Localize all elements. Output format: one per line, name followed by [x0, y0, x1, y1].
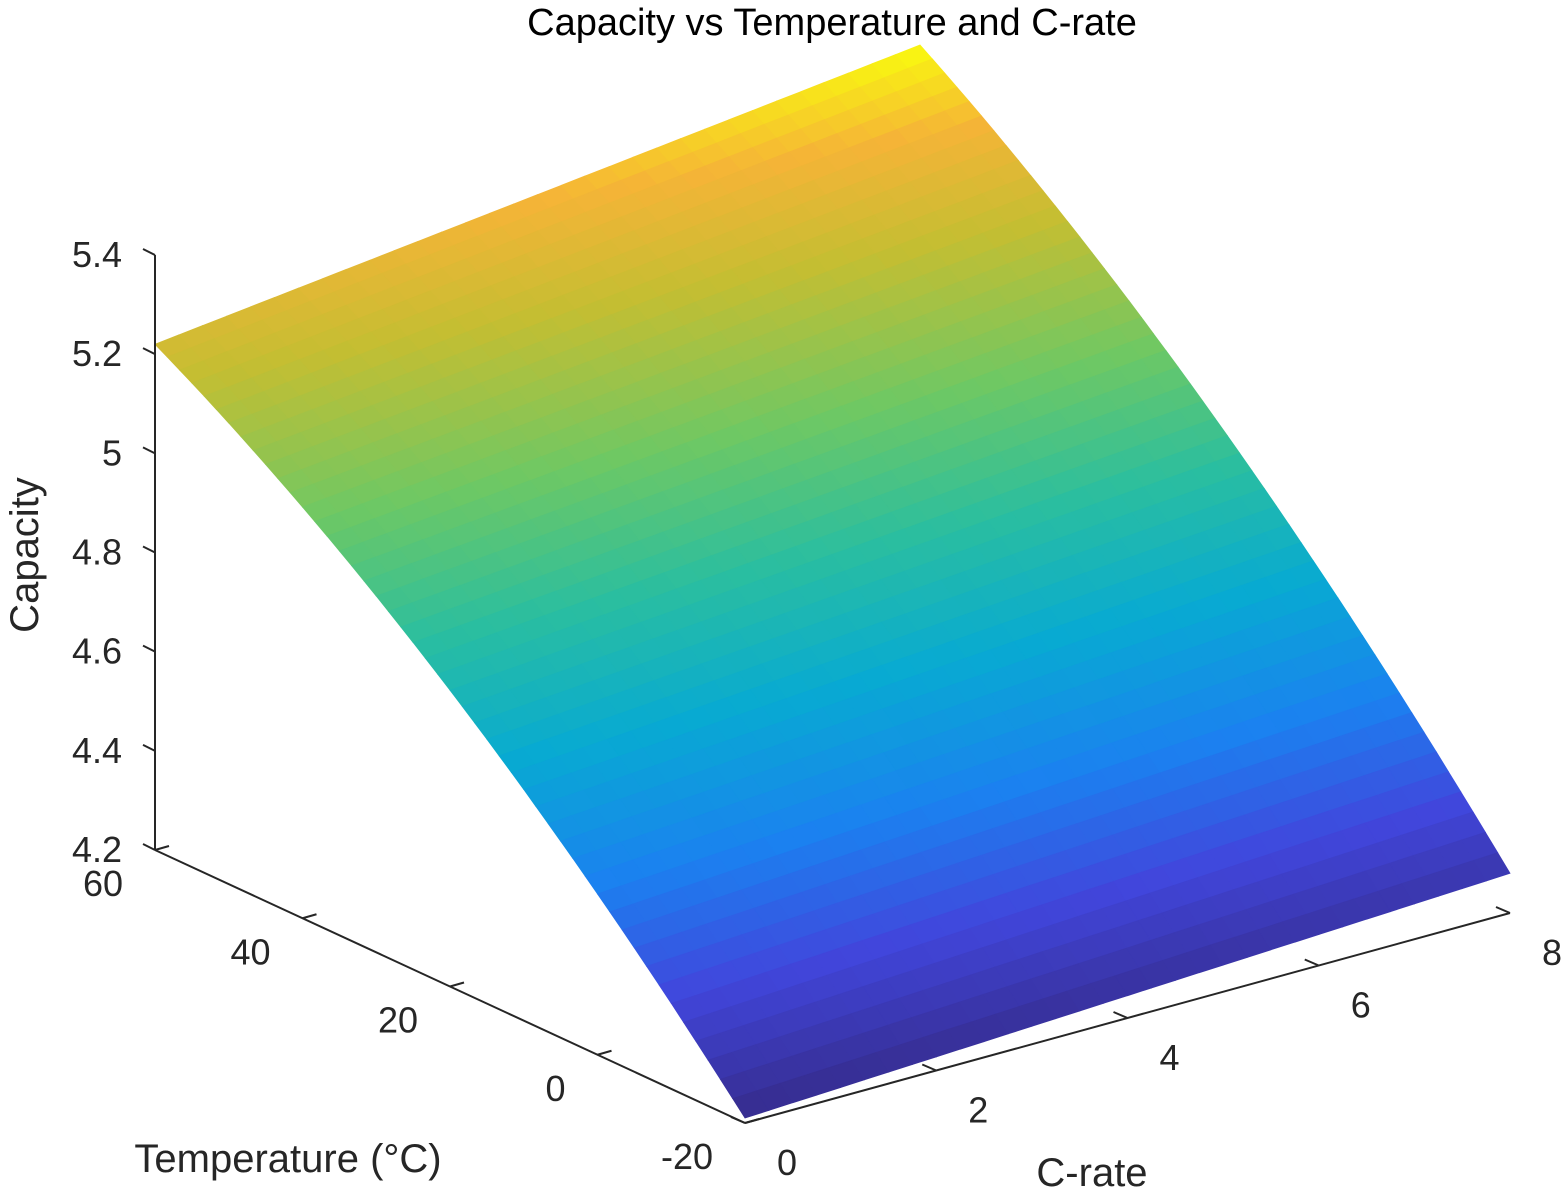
z-tick-label: 5.2	[72, 333, 122, 374]
x-tick-mark	[921, 1063, 937, 1072]
z-tick-mark	[142, 644, 156, 653]
z-tick-mark	[142, 545, 156, 554]
z-tick-label: 5.4	[72, 234, 122, 275]
z-tick-label: 4.6	[72, 631, 122, 672]
x-tick-label: 6	[1351, 985, 1371, 1026]
y-tick-mark	[449, 981, 465, 988]
y-tick-mark	[597, 1049, 612, 1056]
z-axis-label: Capacity	[3, 477, 47, 633]
chart-title: Capacity vs Temperature and C-rate	[527, 2, 1137, 44]
z-axis: 4.2 4.4 4.6 4.8 5 5.2 5.4 Capacity	[3, 234, 156, 870]
z-tick-mark	[142, 743, 156, 752]
z-tick-label: 5	[102, 432, 122, 473]
y-tick-label: 0	[545, 1068, 565, 1109]
y-axis: -20 0 20 40 60 Temperature (°C)	[83, 845, 760, 1181]
x-axis-label: C-rate	[1036, 1151, 1147, 1191]
x-axis: 0 2 4 6 8 C-rate	[730, 906, 1562, 1191]
y-tick-label: 20	[378, 1000, 418, 1041]
x-tick-label: 4	[1159, 1037, 1179, 1078]
z-tick-mark	[142, 446, 156, 455]
y-tick-label: 60	[83, 863, 123, 904]
y-tick-mark	[302, 913, 317, 920]
z-tick-label: 4.4	[72, 730, 122, 771]
x-tick-label: 2	[968, 1090, 988, 1131]
x-tick-mark	[730, 1116, 746, 1124]
z-tick-mark	[142, 248, 156, 256]
surface-patch	[1473, 852, 1511, 882]
z-tick-mark	[142, 347, 156, 356]
z-tick-label: 4.8	[72, 532, 122, 573]
y-tick-label: 40	[230, 931, 270, 972]
z-tick-mark	[142, 843, 156, 851]
x-tick-mark	[1304, 958, 1320, 967]
x-tick-label: 0	[777, 1142, 797, 1183]
x-tick-label: 8	[1542, 932, 1562, 973]
x-tick-mark	[1495, 906, 1511, 914]
z-tick-label: 4.2	[72, 829, 122, 870]
y-axis-label: Temperature (°C)	[134, 1137, 441, 1181]
x-tick-mark	[1113, 1011, 1128, 1019]
y-tick-mark	[154, 845, 170, 851]
y-tick-label: -20	[661, 1136, 713, 1177]
capacity-surface	[154, 44, 1511, 1119]
